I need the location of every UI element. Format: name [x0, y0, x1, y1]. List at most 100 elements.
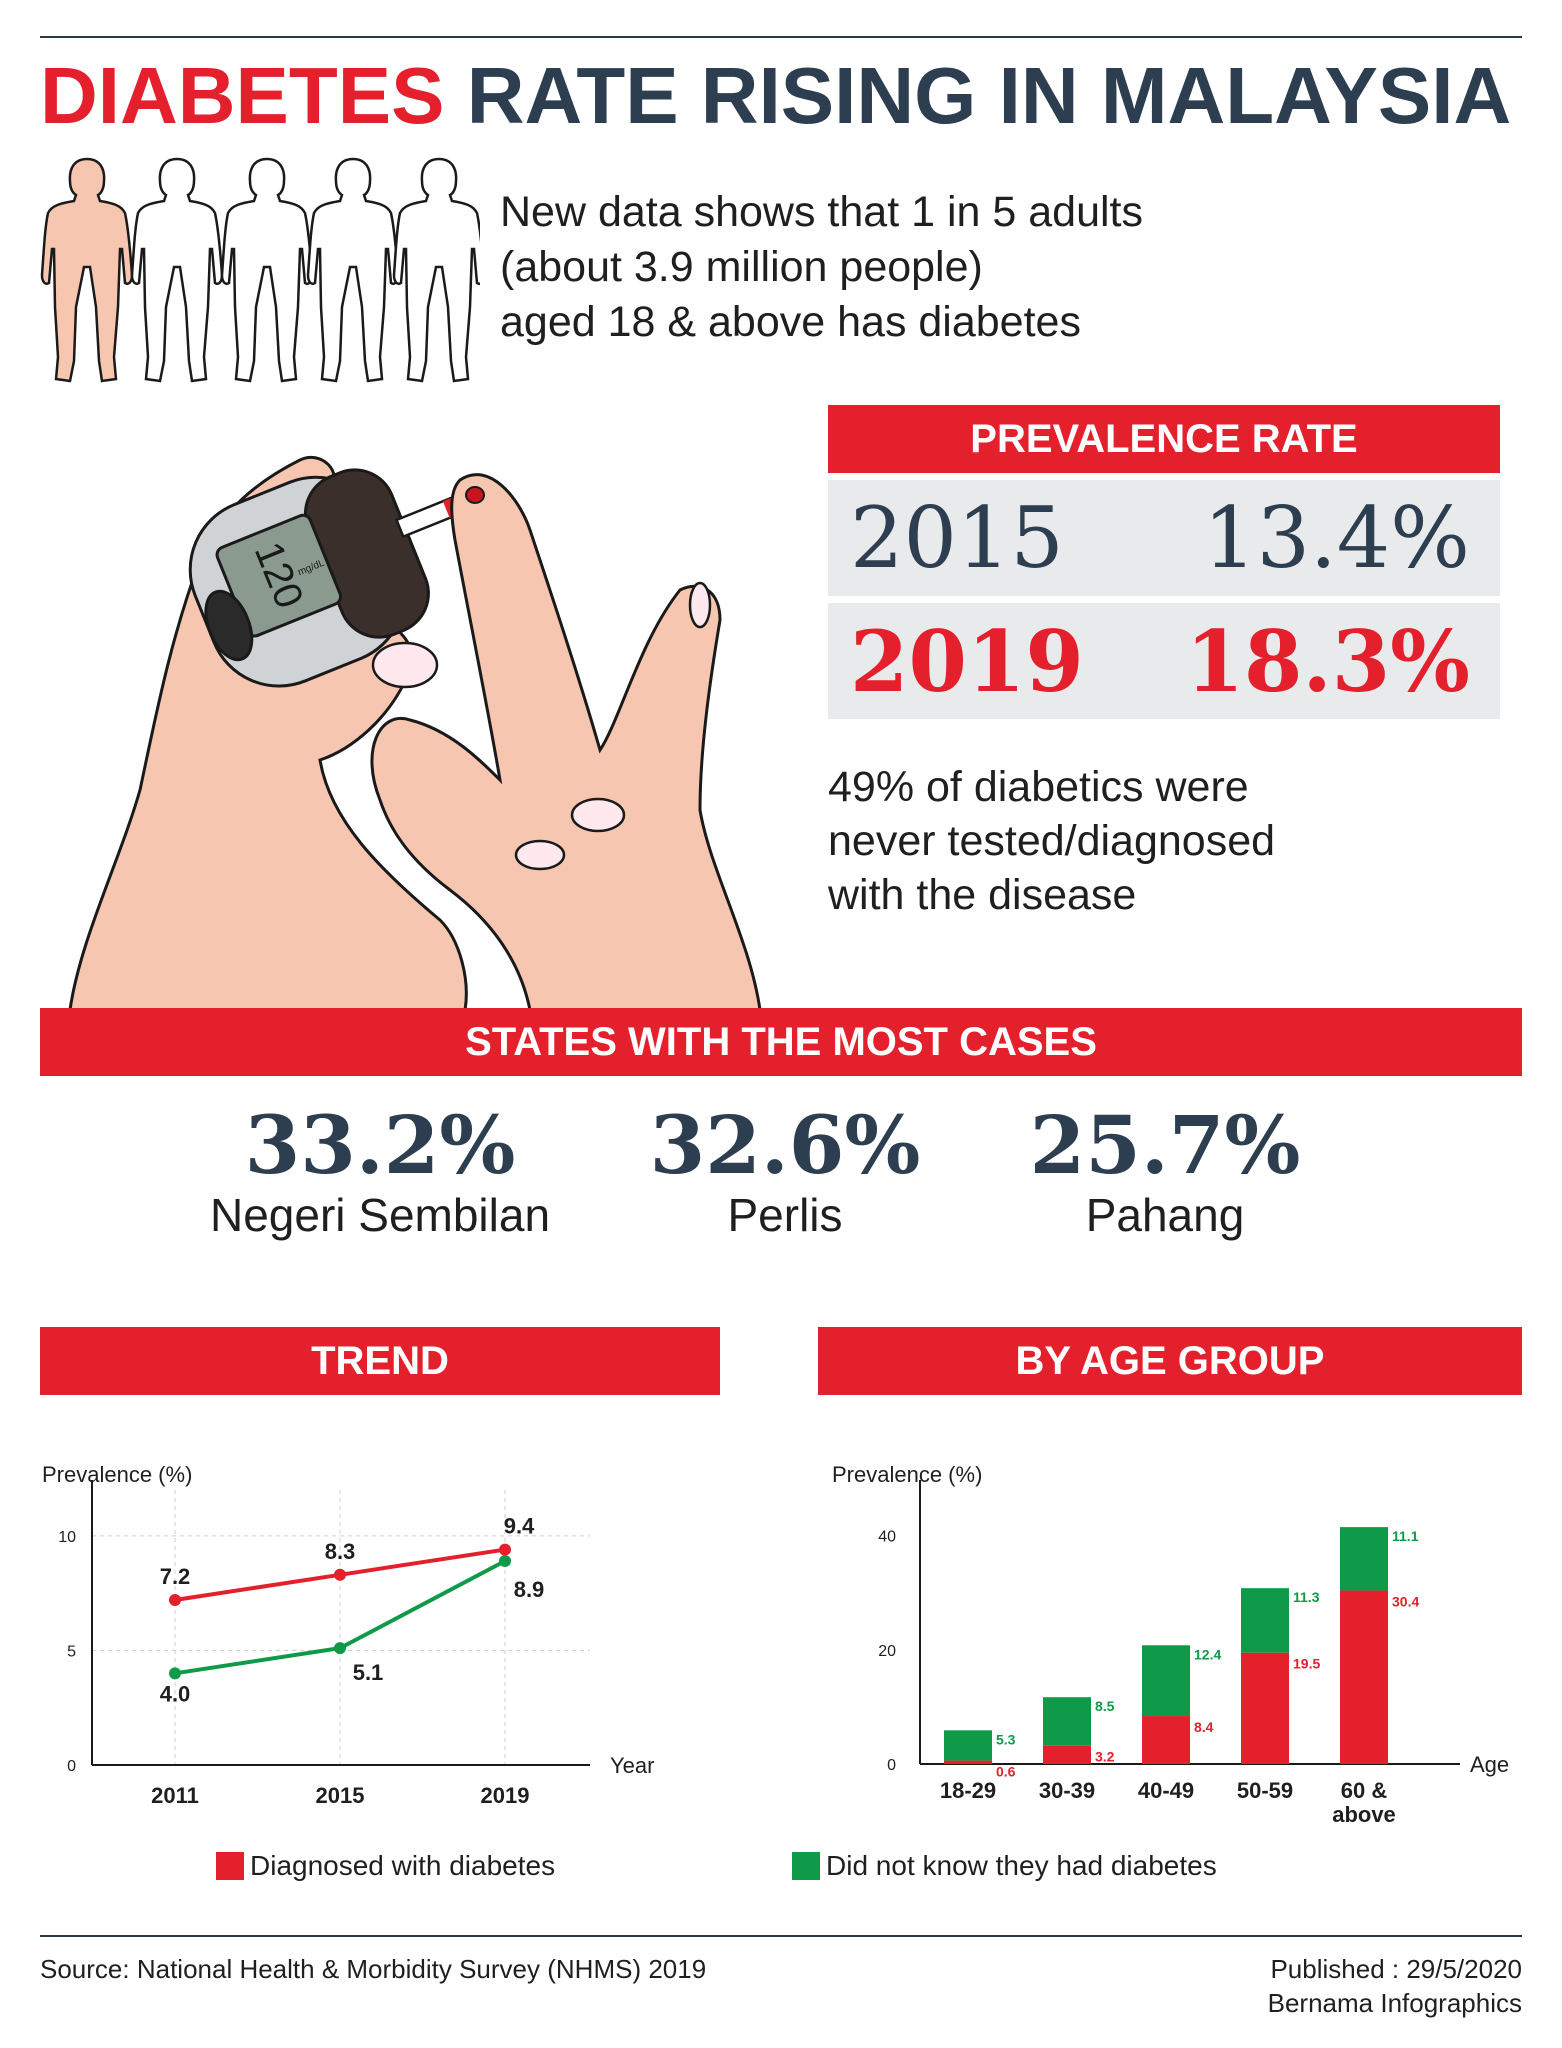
data-label-diagnosed: 19.5 [1293, 1656, 1320, 1672]
note-line: with the disease [828, 871, 1137, 919]
bar-diagnosed [944, 1760, 992, 1764]
prevalence-row-2015: 2015 13.4% [828, 480, 1500, 596]
prevalence-year: 2019 [850, 611, 1084, 711]
meter-screen [215, 513, 343, 638]
data-label: 8.9 [514, 1577, 545, 1602]
page-title: DIABETES RATE RISING IN MALAYSIA [40, 50, 1511, 142]
state-item: 33.2% Negeri Sembilan [170, 1100, 590, 1240]
data-label: 8.3 [325, 1539, 356, 1564]
data-label: 4.0 [160, 1681, 191, 1706]
note-line: 49% of diabetics were [828, 763, 1249, 811]
title-red: DIABETES [40, 51, 445, 140]
y-axis-label: Prevalence (%) [42, 1462, 192, 1487]
x-tick-label: above [1332, 1802, 1396, 1827]
y-tick-label: 10 [58, 1529, 76, 1546]
person-icon-highlighted [40, 157, 134, 383]
legend-swatch-red [216, 1852, 244, 1880]
x-axis-label: Age [1470, 1752, 1509, 1777]
data-label-diagnosed: 3.2 [1095, 1749, 1115, 1765]
y-tick-label: 40 [878, 1529, 896, 1546]
y-tick-label: 5 [67, 1643, 76, 1660]
people-illustration [40, 157, 480, 383]
footer-right: Published : 29/5/2020 Bernama Infographi… [1268, 1952, 1522, 2020]
legend-label: Diagnosed with diabetes [250, 1850, 556, 1881]
bar-undiagnosed [1142, 1645, 1190, 1717]
glucose-meter-illustration: 120 mg/dL [68, 455, 762, 1010]
x-tick-label: 2015 [316, 1783, 365, 1808]
bar-diagnosed [1043, 1745, 1091, 1764]
blood-drop-icon [465, 486, 485, 504]
x-tick-label: 50-59 [1237, 1778, 1293, 1803]
state-item: 25.7% Pahang [1000, 1100, 1330, 1240]
state-item: 32.6% Perlis [620, 1100, 950, 1240]
person-icon [220, 157, 314, 383]
data-point [169, 1594, 181, 1606]
states-banner: STATES WITH THE MOST CASES [40, 1008, 1522, 1076]
data-point [169, 1667, 181, 1680]
thumb-nail-icon [371, 641, 439, 689]
legend-diagnosed: Diagnosed with diabetes [216, 1850, 555, 1882]
person-icon [392, 157, 480, 383]
intro-line: (about 3.9 million people) [500, 243, 983, 291]
top-rule [40, 36, 1522, 38]
person-icon [306, 157, 400, 383]
footer-source: Source: National Health & Morbidity Surv… [40, 1954, 707, 1984]
x-tick-label: 2019 [481, 1783, 530, 1808]
footer-credit: Bernama Infographics [1267, 1988, 1522, 2018]
finger-nail-icon [688, 581, 712, 629]
data-label-undiagnosed: 11.3 [1293, 1589, 1320, 1605]
age-group-banner: BY AGE GROUP [818, 1327, 1522, 1395]
finger-nail-icon [570, 797, 626, 833]
y-tick-label: 20 [878, 1643, 896, 1660]
state-pct: 25.7% [1029, 1098, 1301, 1192]
data-label-diagnosed: 8.4 [1194, 1719, 1214, 1735]
x-tick-label: 60 & [1341, 1778, 1388, 1803]
prevalence-year: 2015 [850, 489, 1064, 587]
prevalence-banner: PREVALENCE RATE [828, 405, 1500, 473]
data-label-undiagnosed: 5.3 [996, 1731, 1016, 1747]
undiagnosed-note: 49% of diabetics were never tested/diagn… [828, 760, 1275, 922]
data-point [499, 1555, 511, 1568]
data-label: 5.1 [353, 1660, 384, 1685]
y-tick-label: 0 [887, 1757, 896, 1774]
legend-swatch-green [792, 1852, 820, 1880]
note-line: never tested/diagnosed [828, 817, 1276, 865]
state-name: Perlis [727, 1189, 843, 1241]
intro-text: New data shows that 1 in 5 adults (about… [500, 185, 1320, 350]
state-name: Pahang [1085, 1189, 1245, 1241]
bottom-rule [40, 1935, 1522, 1937]
bar-undiagnosed [944, 1730, 992, 1761]
age-group-bar-chart: Prevalence (%) 0 20 40 Age 0.6 5.3 18-29 3.2 8.5 3… [832, 1462, 1509, 1827]
right-hand-icon [370, 473, 762, 1010]
prevalence-rate: 13.4% [1203, 489, 1470, 587]
title-navy: RATE RISING IN MALAYSIA [466, 51, 1512, 140]
x-tick-label: 30-39 [1039, 1778, 1095, 1803]
bar-undiagnosed [1241, 1588, 1289, 1653]
y-axis-label: Prevalence (%) [832, 1462, 982, 1487]
state-pct: 32.6% [649, 1098, 921, 1192]
state-pct: 33.2% [244, 1098, 516, 1192]
data-point [499, 1543, 511, 1556]
data-point [334, 1568, 346, 1581]
data-label-undiagnosed: 8.5 [1095, 1698, 1115, 1714]
prevalence-rate: 18.3% [1185, 611, 1470, 711]
x-axis-label: Year [610, 1753, 654, 1778]
y-tick-label: 0 [67, 1758, 76, 1775]
legend-label: Did not know they had diabetes [826, 1850, 1217, 1881]
trend-banner: TREND [40, 1327, 720, 1395]
bar-diagnosed [1241, 1652, 1289, 1764]
data-point [334, 1642, 346, 1655]
intro-line: aged 18 & above has diabetes [500, 298, 1081, 346]
x-tick-label: 40-49 [1138, 1778, 1194, 1803]
state-name: Negeri Sembilan [209, 1189, 551, 1241]
data-label-undiagnosed: 12.4 [1194, 1646, 1221, 1662]
meter-button-icon [204, 589, 254, 662]
data-label-diagnosed: 0.6 [996, 1764, 1016, 1780]
bar-undiagnosed [1340, 1527, 1388, 1591]
finger-nail-icon [514, 839, 566, 871]
data-label-undiagnosed: 11.1 [1392, 1528, 1419, 1544]
intro-line: New data shows that 1 in 5 adults [500, 188, 1143, 236]
person-icon [130, 157, 224, 383]
footer-published: Published : 29/5/2020 [1270, 1954, 1522, 1984]
data-label: 7.2 [160, 1564, 191, 1589]
